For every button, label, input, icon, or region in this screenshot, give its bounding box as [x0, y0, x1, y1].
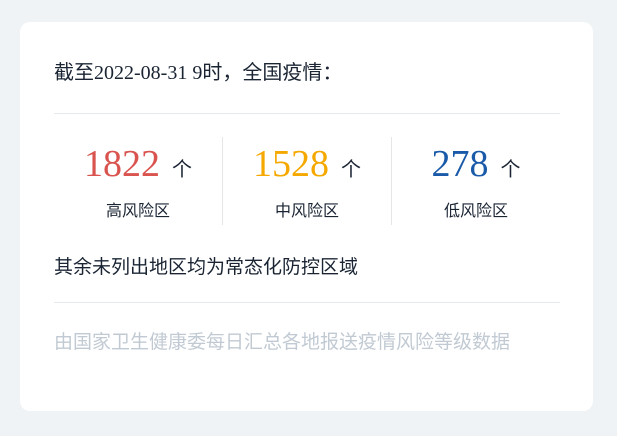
unit: 个 [172, 157, 192, 181]
low-risk-count: 278 [431, 143, 489, 185]
medium-risk-stat: 1528 个 中风险区 [222, 137, 391, 225]
medium-risk-count: 1528 [253, 143, 329, 185]
medium-risk-label: 中风险区 [274, 201, 339, 220]
high-risk-count: 1822 [84, 143, 160, 185]
summary-title: 截至2022-08-31 9时，全国疫情： [54, 62, 343, 84]
low-risk-stat: 278 个 低风险区 [391, 137, 560, 225]
high-risk-label: 高风险区 [105, 201, 170, 220]
low-risk-label: 低风险区 [443, 201, 508, 220]
risk-stats: 1822 个 高风险区 1528 个 中风险区 278 个 低风险区 [54, 137, 560, 225]
divider [54, 113, 560, 114]
divider [54, 302, 560, 303]
remaining-areas-text: 其余未列出地区均为常态化防控区域 [54, 256, 359, 278]
source-note: 由国家卫生健康委每日汇总各地报送疫情风险等级数据 [54, 331, 511, 353]
unit: 个 [500, 157, 521, 181]
high-risk-stat: 1822 个 高风险区 [54, 137, 222, 225]
risk-summary-card: 截至2022-08-31 9时，全国疫情： 1822 个 高风险区 1528 个 中… [20, 22, 593, 411]
unit: 个 [341, 157, 361, 181]
